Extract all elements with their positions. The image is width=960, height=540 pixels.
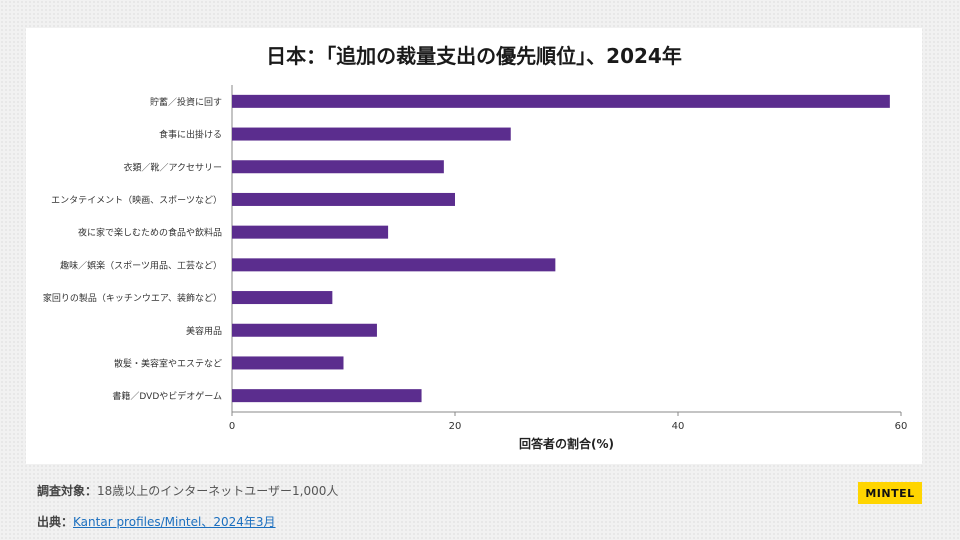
bar: [232, 127, 511, 141]
bar: [232, 356, 344, 370]
category-label: 貯蓄／投資に回す: [150, 96, 222, 108]
bar-chart: 0 20 40 60 貯蓄／投資に回す食事に出掛ける衣類／靴／アクセサリーエンタテイメン…: [43, 85, 908, 451]
x-tick-label: 40: [672, 421, 685, 432]
mintel-logo: MINTEL: [858, 482, 922, 504]
source-link[interactable]: Kantar profiles/Mintel、2024年3月: [73, 515, 276, 529]
bar: [232, 323, 377, 337]
bar: [232, 94, 890, 108]
category-label: 家回りの製品（キッチンウエア、装飾など）: [43, 292, 222, 304]
category-label: エンタテイメント（映画、スポーツなど）: [51, 194, 222, 206]
bar: [232, 192, 455, 206]
source-note: 出典：Kantar profiles/Mintel、2024年3月: [37, 513, 276, 530]
x-tick-label: 20: [449, 421, 462, 432]
category-label: 書籍／DVDやビデオゲーム: [112, 390, 222, 402]
bar: [232, 160, 444, 174]
bar: [232, 225, 389, 239]
x-tick-label: 0: [229, 421, 235, 432]
source-label: 出典：: [37, 515, 74, 529]
category-label: 散髪・美容室やエステなど: [114, 357, 222, 369]
category-label: 趣味／娯楽（スポーツ用品、工芸など）: [60, 259, 222, 271]
category-label: 食事に出掛ける: [159, 129, 222, 141]
bar: [232, 389, 422, 403]
category-label: 美容用品: [186, 325, 222, 337]
x-axis-title: 回答者の割合(%): [519, 436, 614, 451]
x-tick-label: 60: [895, 421, 908, 432]
chart-panel: 日本：「追加の裁量支出の優先順位」、2024年 0 20 40 60 貯蓄／投資に回す食…: [26, 28, 922, 464]
survey-label: 調査対象：: [37, 484, 98, 498]
survey-note: 調査対象：18歳以上のインターネットユーザー1,000人: [37, 482, 338, 499]
bar: [232, 258, 556, 272]
survey-text: 18歳以上のインターネットユーザー1,000人: [97, 484, 339, 498]
category-label: 夜に家で楽しむための食品や飲料品: [78, 227, 222, 239]
category-label: 衣類／靴／アクセサリー: [123, 161, 222, 173]
bar: [232, 291, 333, 305]
chart-title: 日本：「追加の裁量支出の優先順位」、2024年: [266, 44, 682, 68]
